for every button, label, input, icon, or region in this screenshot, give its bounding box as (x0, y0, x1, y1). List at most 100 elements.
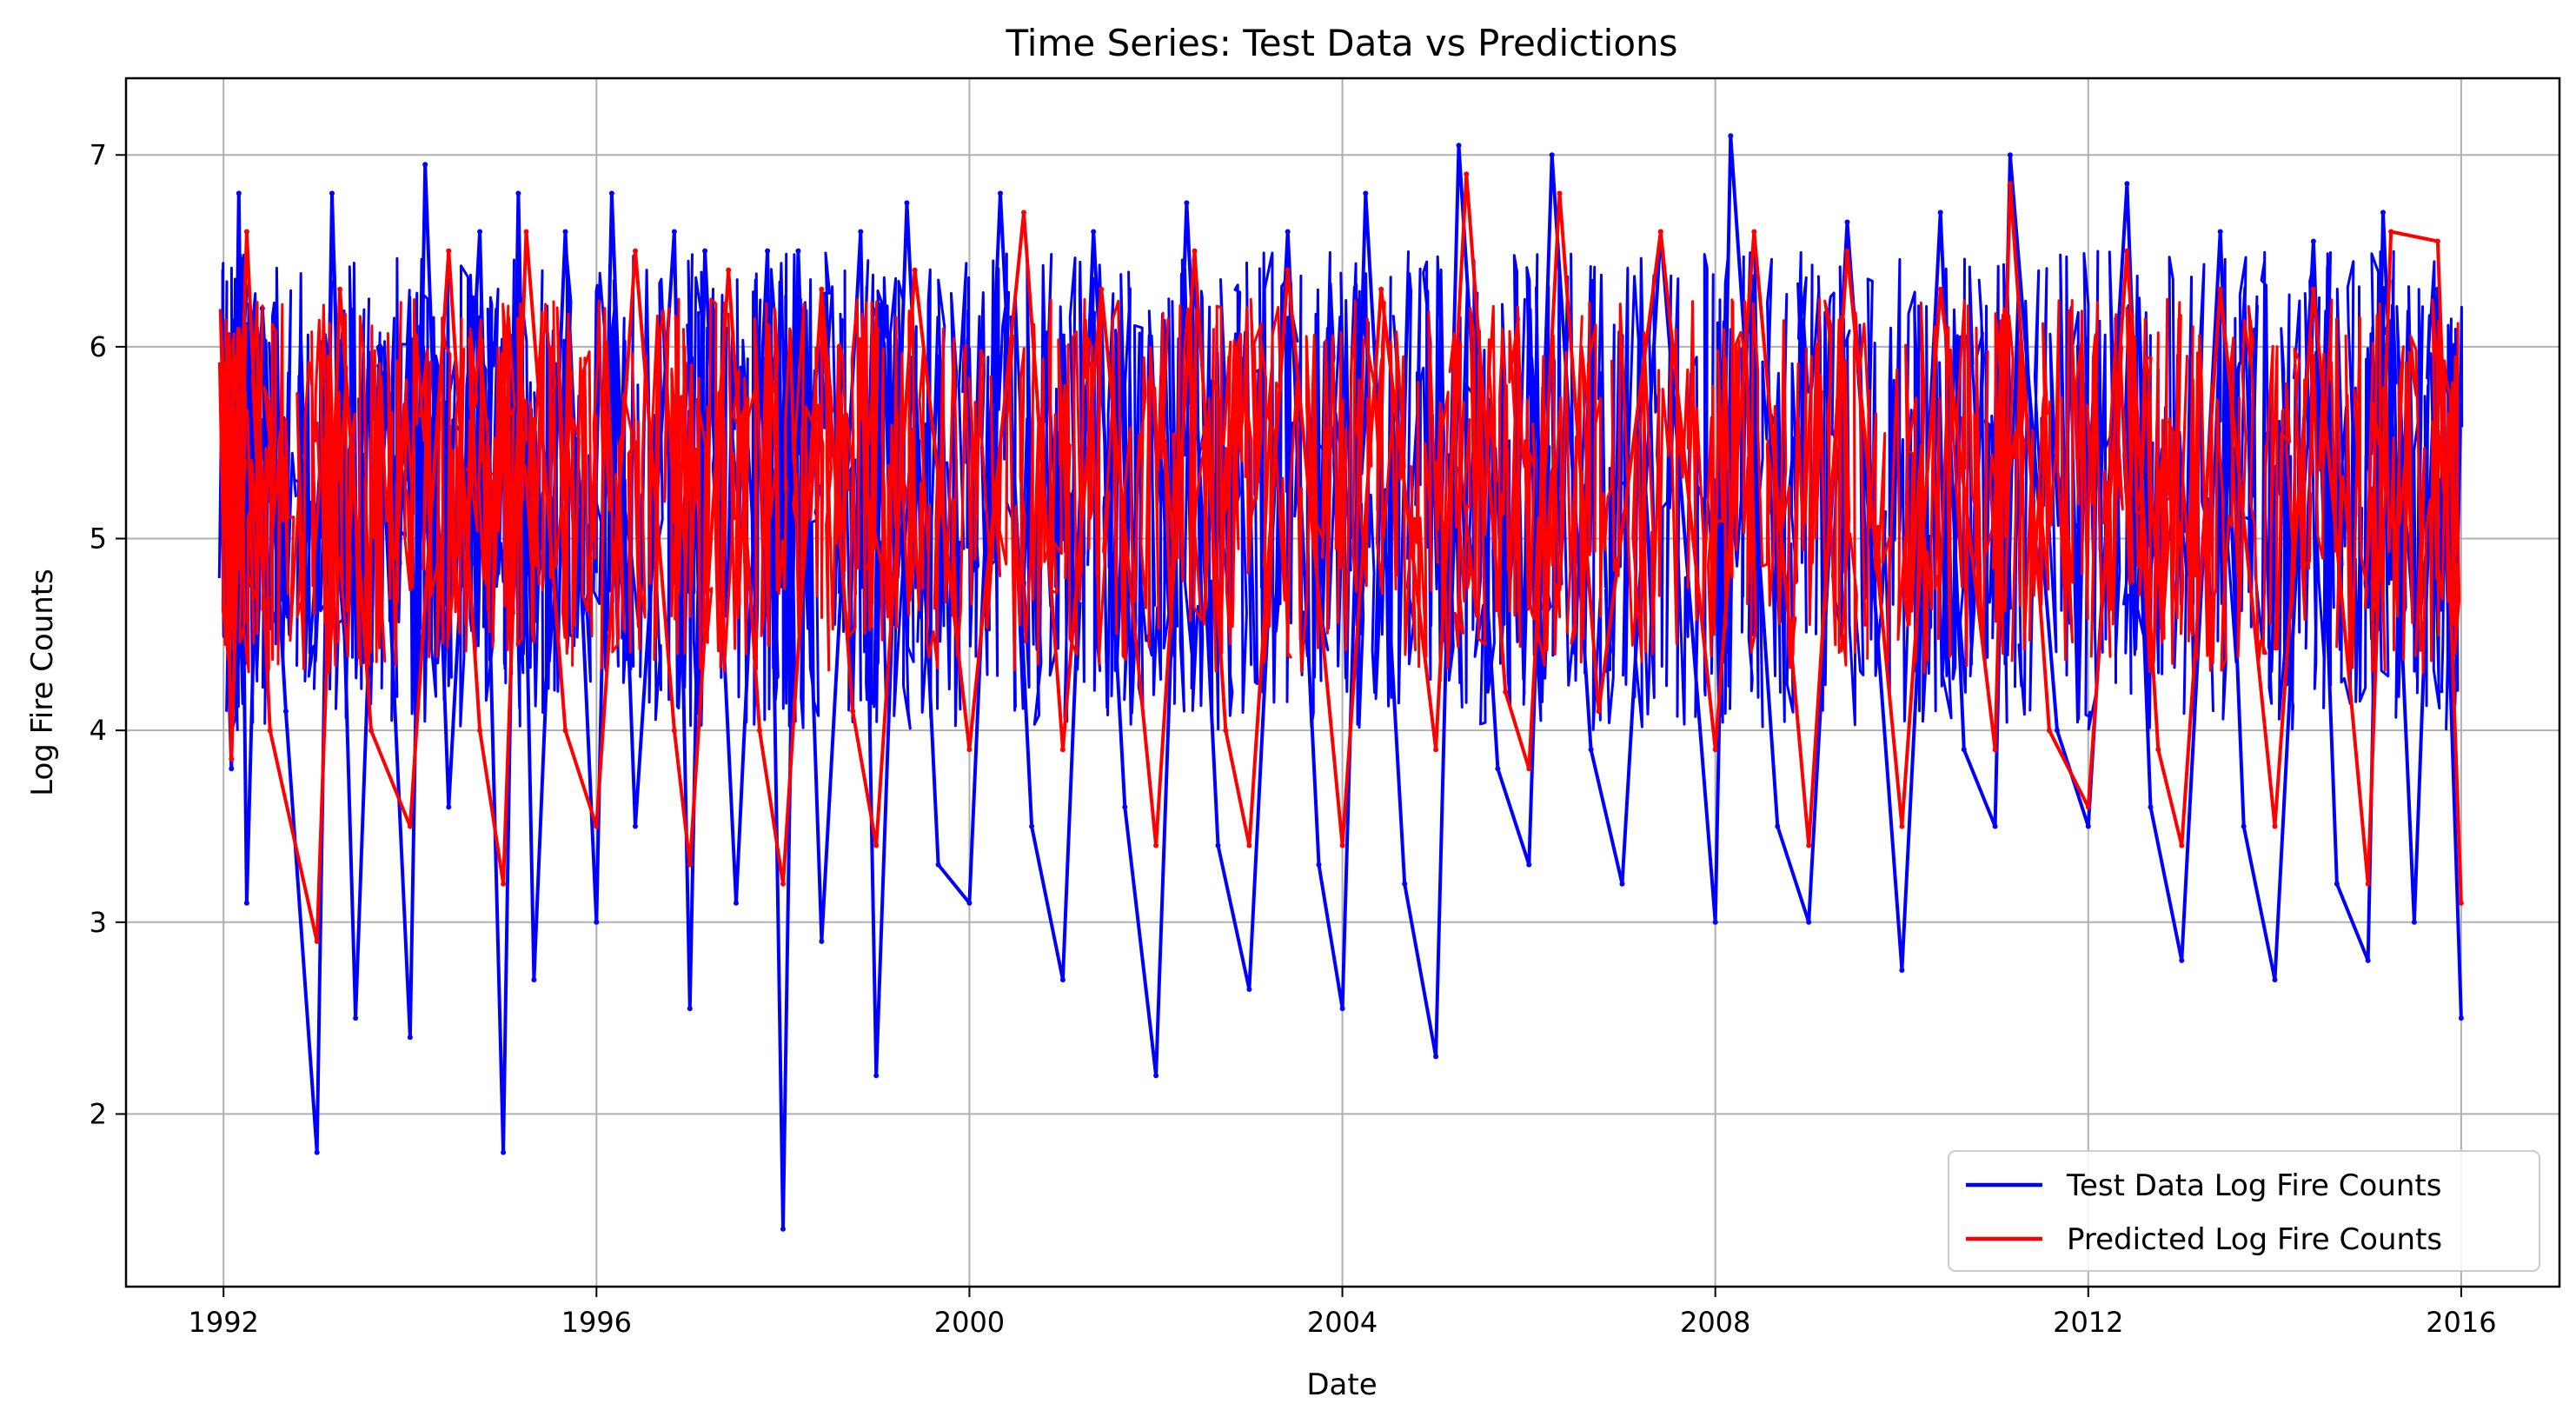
x-tick-label: 2016 (2426, 1306, 2496, 1339)
data-point (337, 286, 343, 292)
data-point (1619, 881, 1625, 887)
data-point (2085, 823, 2091, 829)
data-point (912, 267, 918, 273)
chart-title: Time Series: Test Data vs Predictions (1005, 22, 1677, 64)
series-layer (217, 133, 2464, 1232)
data-point (477, 728, 483, 734)
data-point (1153, 1073, 1159, 1079)
series-predicted-overplot (217, 297, 2461, 675)
data-point (608, 190, 614, 196)
data-point (795, 248, 801, 254)
data-point (858, 229, 864, 235)
data-point (523, 229, 529, 235)
data-point (1899, 968, 1905, 973)
data-point (757, 728, 762, 734)
data-point (2217, 286, 2223, 292)
data-point (2179, 842, 2185, 848)
y-tick-label: 2 (90, 1097, 107, 1130)
data-point (1992, 747, 1998, 753)
data-point (1215, 842, 1221, 848)
y-tick-label: 7 (90, 138, 107, 171)
data-point (282, 709, 289, 715)
y-tick-label: 4 (90, 714, 107, 747)
data-point (1992, 823, 1998, 829)
series-predicted (217, 171, 2464, 944)
data-point (267, 728, 273, 734)
x-tick-label: 2004 (1307, 1306, 1378, 1339)
data-point (477, 229, 483, 235)
data-point (2310, 286, 2316, 292)
data-point (1495, 766, 1501, 772)
legend: Test Data Log Fire Counts Predicted Log … (1948, 1150, 2540, 1272)
data-point (1316, 862, 1322, 868)
data-point (2217, 229, 2223, 235)
data-point (314, 938, 320, 944)
data-point (407, 823, 413, 829)
data-point (501, 1149, 507, 1155)
data-point (229, 766, 235, 772)
data-point (2148, 804, 2154, 810)
data-point (850, 709, 856, 715)
data-point (2411, 919, 2417, 925)
x-tick-label: 2000 (934, 1306, 1005, 1339)
data-point (1712, 747, 1718, 753)
data-point (780, 881, 786, 887)
data-point (2458, 900, 2464, 906)
legend-box (1948, 1150, 2540, 1272)
data-point (1775, 823, 1781, 829)
data-point (2434, 238, 2440, 244)
data-point (2124, 181, 2130, 187)
data-point (2365, 881, 2371, 887)
data-point (2310, 238, 2316, 244)
data-point (446, 248, 452, 254)
data-point (1339, 842, 1345, 848)
data-point (1557, 190, 1563, 196)
data-point (1464, 171, 1470, 177)
data-point (562, 728, 568, 734)
data-point (314, 1149, 320, 1155)
data-point (562, 229, 568, 235)
data-point (422, 162, 428, 168)
data-point (515, 190, 521, 196)
data-point (1937, 210, 1943, 216)
data-point (819, 286, 825, 292)
data-point (221, 363, 227, 369)
data-point (594, 823, 600, 829)
x-tick-label: 1996 (561, 1306, 632, 1339)
ticks: 1992 1996 2000 2004 2008 2012 2016 2 3 4 5 6 7 (90, 138, 2497, 1339)
data-point (2380, 210, 2386, 216)
data-point (633, 823, 638, 829)
data-point (594, 919, 600, 925)
data-point (1021, 210, 1026, 216)
data-point (1433, 747, 1439, 753)
data-point (1246, 842, 1252, 848)
data-point (2365, 957, 2371, 963)
data-point (873, 842, 880, 848)
data-point (2179, 957, 2185, 963)
data-point (1223, 728, 1229, 734)
x-tick-label: 1992 (188, 1306, 258, 1339)
x-axis-label: Date (1306, 1367, 1377, 1402)
data-point (1899, 823, 1905, 829)
data-point (2085, 804, 2091, 810)
data-point (2458, 1015, 2464, 1021)
data-point (1339, 1006, 1345, 1012)
data-point (407, 1035, 413, 1041)
data-point (687, 1006, 693, 1012)
series-predicted-line (222, 172, 2463, 943)
data-point (229, 756, 235, 762)
data-point (2055, 728, 2060, 734)
data-point (1937, 286, 1943, 292)
data-point (1285, 267, 1291, 273)
data-point (1091, 229, 1097, 235)
x-tick-label: 2008 (1680, 1306, 1750, 1339)
data-point (1184, 200, 1190, 206)
data-point (2007, 152, 2013, 158)
data-point (734, 900, 739, 906)
y-tick-label: 5 (90, 522, 107, 556)
data-point (1099, 286, 1105, 292)
data-point (1844, 248, 1850, 254)
data-point (1029, 823, 1035, 829)
data-point (1503, 689, 1509, 695)
